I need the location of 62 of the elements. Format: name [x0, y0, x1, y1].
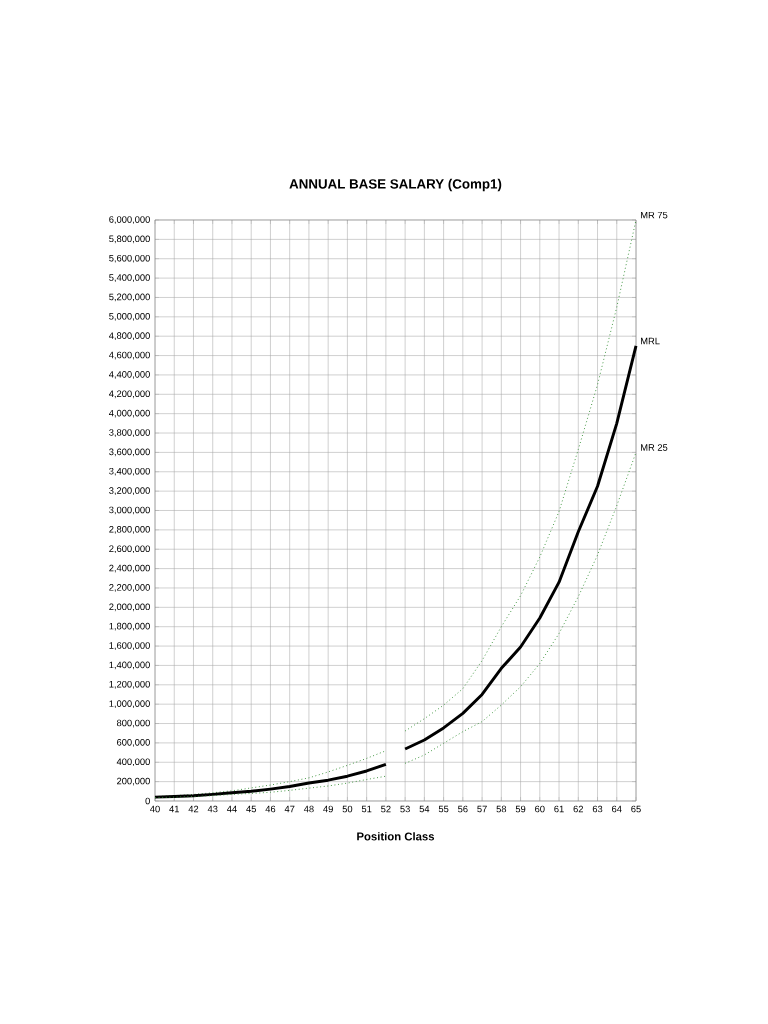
y-tick-label: 800,000 [116, 719, 150, 728]
x-tick-label: 40 [150, 805, 160, 813]
x-tick-label: 48 [303, 805, 314, 813]
y-tick-label: 5,800,000 [109, 235, 150, 244]
y-tick-label: 4,600,000 [108, 351, 150, 360]
y-tick-label: 5,400,000 [109, 274, 150, 282]
y-tick-label: 4,200,000 [108, 390, 150, 399]
y-tick-label: 400,000 [116, 758, 150, 767]
x-tick-label: 60 [535, 805, 545, 813]
y-tick-label: 1,800,000 [109, 622, 150, 631]
y-tick-label: 4,400,000 [108, 371, 150, 379]
y-tick-label: 5,200,000 [109, 293, 150, 302]
x-tick-label: 52 [381, 805, 391, 813]
x-tick-label: 58 [496, 805, 507, 813]
x-tick-label: 62 [573, 805, 584, 813]
series-label: MR 75 [641, 211, 668, 219]
y-tick-label: 4,000,000 [108, 409, 150, 418]
x-tick-label: 54 [419, 805, 430, 813]
y-tick-label: 3,000,000 [109, 506, 150, 515]
x-tick-label: 53 [400, 805, 410, 813]
x-tick-label: 49 [323, 805, 333, 813]
chart-title: ANNUAL BASE SALARY (Comp1) [289, 178, 502, 192]
series-label: MR 25 [641, 444, 668, 451]
x-tick-label: 65 [631, 805, 641, 813]
x-tick-label: 57 [477, 805, 487, 813]
x-tick-label: 55 [438, 805, 449, 813]
x-tick-label: 43 [207, 805, 218, 813]
x-axis-title: Position Class [357, 832, 435, 841]
x-tick-label: 42 [188, 805, 199, 813]
x-tick-label: 61 [554, 805, 564, 813]
y-tick-label: 2,000,000 [109, 603, 150, 612]
x-tick-label: 50 [342, 805, 353, 813]
series-label: MRL [641, 337, 660, 345]
x-tick-label: 46 [265, 805, 276, 813]
y-tick-label: 5,000,000 [109, 312, 150, 321]
x-tick-label: 41 [169, 805, 179, 813]
x-tick-label: 44 [226, 805, 237, 813]
y-tick-label: 3,200,000 [109, 487, 150, 495]
y-tick-label: 2,600,000 [109, 545, 150, 554]
y-tick-label: 3,600,000 [109, 448, 150, 457]
y-tick-label: 1,600,000 [109, 642, 150, 650]
x-tick-label: 56 [458, 805, 468, 813]
y-tick-label: 4,800,000 [108, 332, 150, 341]
x-tick-label: 51 [361, 805, 372, 813]
y-tick-label: 3,400,000 [109, 467, 150, 476]
x-tick-label: 59 [515, 805, 526, 813]
y-tick-label: 600,000 [117, 739, 150, 747]
y-tick-label: 3,800,000 [109, 429, 150, 437]
y-tick-label: 5,600,000 [109, 254, 150, 263]
x-tick-label: 64 [612, 805, 622, 813]
x-tick-label: 45 [246, 805, 256, 813]
y-tick-label: 2,400,000 [109, 564, 150, 573]
y-tick-label: 6,000,000 [109, 216, 150, 224]
y-tick-label: 2,800,000 [109, 526, 150, 534]
y-tick-label: 1,200,000 [109, 680, 150, 689]
y-tick-label: 0 [145, 797, 150, 805]
y-tick-label: 200,000 [117, 777, 150, 786]
x-tick-label: 63 [592, 805, 603, 813]
y-tick-label: 2,200,000 [109, 584, 150, 592]
x-tick-label: 47 [284, 805, 295, 813]
y-tick-label: 1,000,000 [109, 700, 150, 709]
y-tick-label: 1,400,000 [109, 661, 150, 670]
